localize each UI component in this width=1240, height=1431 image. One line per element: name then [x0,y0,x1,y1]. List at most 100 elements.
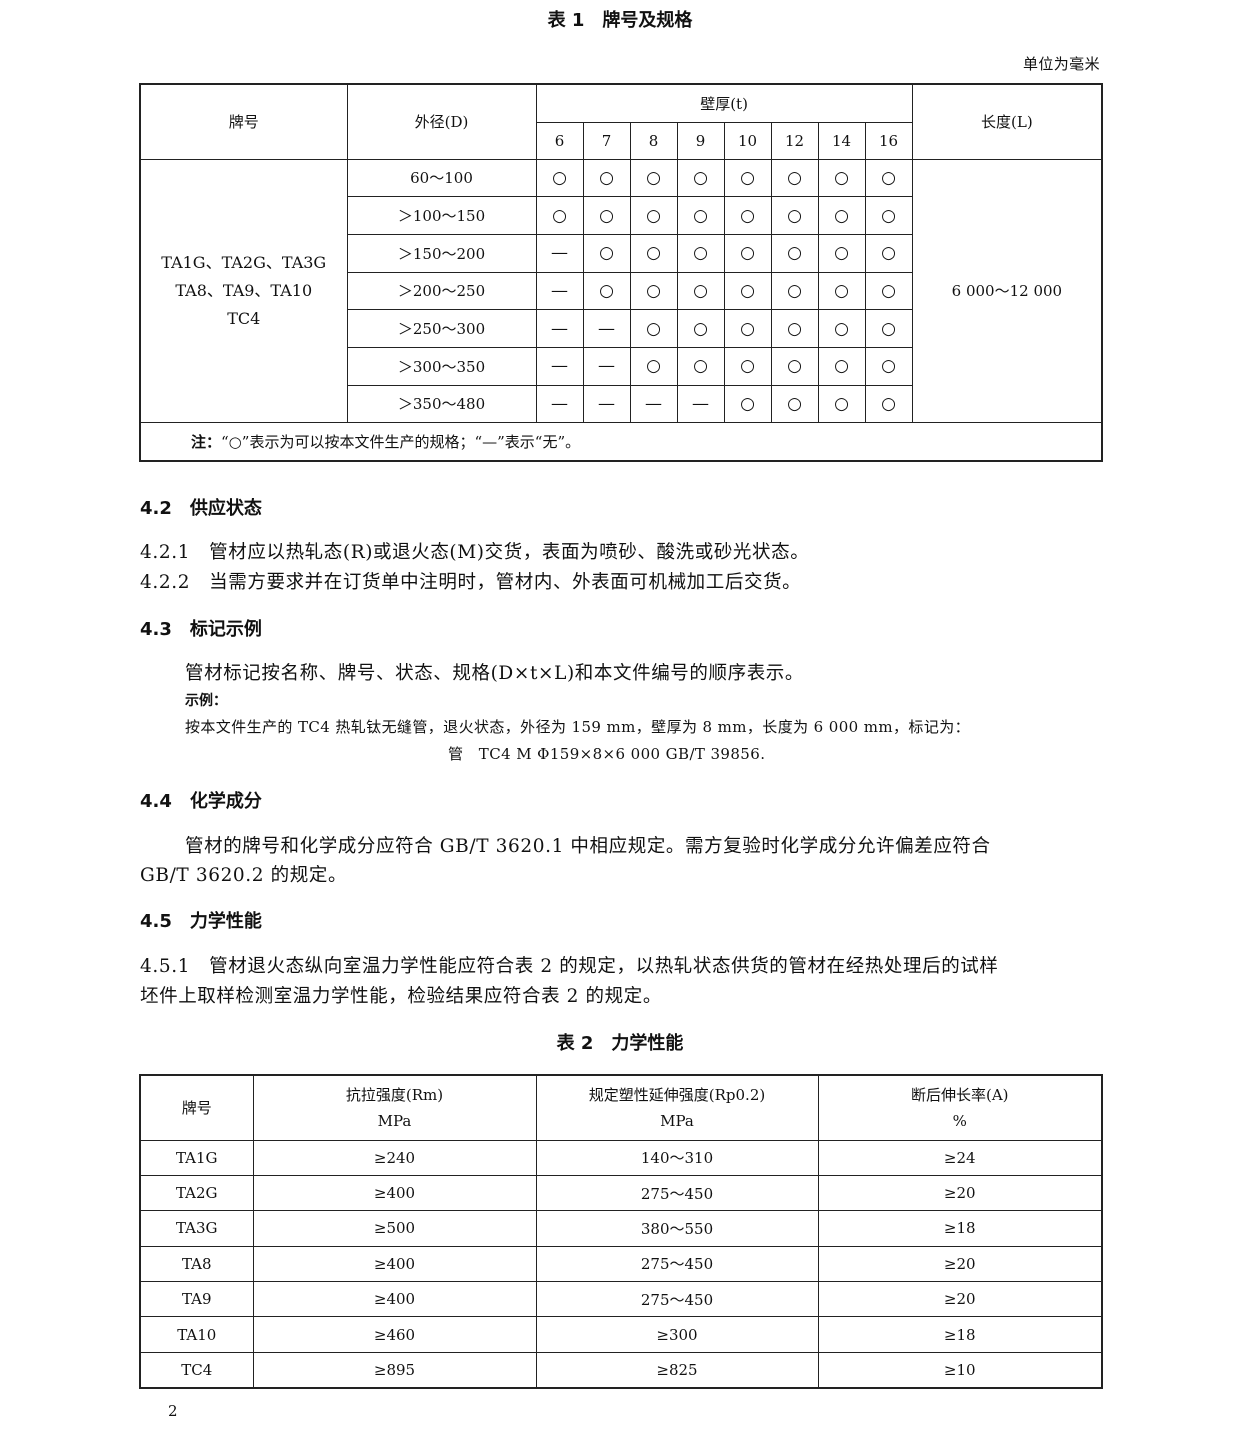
table-cell: ≥18 [817,1210,1103,1247]
table-row: ＞200～250— ○ ○ ○ ○ ○ ○ ○ [140,271,1102,311]
table-cell: TC4 [139,1351,254,1389]
table-cell: ≥18 [817,1316,1103,1353]
available-mark: ○ [864,384,913,424]
table-cell: TA9 [139,1281,254,1318]
available-mark: ○ [629,233,678,273]
available-mark: ○ [817,346,866,386]
available-mark: ○ [535,196,584,235]
table-cell: 140～310 [535,1139,819,1176]
wall-value: 8 [629,121,678,160]
table-cell: ≥240 [252,1139,537,1176]
available-mark: ○ [582,233,631,273]
available-mark: ○ [770,346,819,386]
available-mark: ○ [676,271,725,311]
grade-cell: TA1G、TA2G、TA3G TA8、TA9、TA10 TC4 [139,158,348,424]
od-cell: ＞200～250 [346,271,537,311]
unavailable-mark: — [535,346,584,386]
header-unit: % [952,1111,967,1130]
section-4-2-title: 4.2 供应状态 [140,498,262,519]
available-mark: ○ [770,196,819,235]
available-mark: ○ [582,271,631,311]
table-cell: TA8 [139,1245,254,1283]
table-cell: 275～450 [535,1245,819,1283]
available-mark: ○ [817,196,866,235]
header-label: 抗拉强度(Rm) [345,1085,444,1104]
available-mark: ○ [723,196,772,235]
available-mark: ○ [676,233,725,273]
table-cell: ≥500 [252,1210,537,1247]
table1: 牌号 外径(D) 壁厚(t) 长度(L) 6 7 8 9 10 12 14 16 TA1G、T… [139,83,1104,462]
available-mark: ○ [864,233,913,273]
table-cell: ≥400 [252,1174,537,1212]
available-mark: ○ [629,346,678,386]
available-mark: ○ [817,384,866,424]
note-cell: 注：“○”表示为可以按本文件生产的规格；“—”表示“无”。 [139,422,1103,462]
available-mark: ○ [770,233,819,273]
table-cell: ≥895 [252,1351,537,1389]
available-mark: ○ [817,233,866,273]
table1-title: 表 1 牌号及规格 [547,10,693,31]
para-4-2-2: 4.2.2 当需方要求并在订货单中注明时，管材内、外表面可机械加工后交货。 [140,572,802,593]
example-text: 按本文件生产的 TC4 热轧钛无缝管，退火状态，外径为 159 mm，壁厚为 8… [185,718,971,736]
para-4-5-1-line2: 坯件上取样检测室温力学性能，检验结果应符合表 2 的规定。 [140,986,662,1007]
table-row: TA3G ≥500 380～550 ≥18 [139,1210,1103,1247]
wall-value: 10 [723,121,772,160]
table-row: ＞350～480— — — — ○ ○ ○ ○ [140,384,1102,424]
grade-line: TC4 [227,308,261,328]
available-mark: ○ [864,309,913,348]
available-mark: ○ [864,346,913,386]
available-mark: ○ [723,158,772,198]
table-cell: 380～550 [535,1210,819,1247]
available-mark: ○ [676,346,725,386]
available-mark: ○ [629,158,678,198]
note-label: 注： [191,433,222,452]
od-cell: ＞150～200 [346,233,537,273]
grade-line: TA8、TA9、TA10 [175,280,313,300]
header-cell: 断后伸长率(A)% [817,1074,1103,1141]
para-4-3: 管材标记按名称、牌号、状态、规格(D×t×L)和本文件编号的顺序表示。 [185,663,804,684]
available-mark: ○ [864,196,913,235]
header-label: 断后伸长率(A) [910,1085,1009,1104]
table-cell: ≥20 [817,1174,1103,1212]
available-mark: ○ [864,158,913,198]
available-mark: ○ [676,309,725,348]
table-cell: ≥10 [817,1351,1103,1389]
header-label: 牌号 [181,1098,212,1117]
available-mark: ○ [770,309,819,348]
table-row: TA9 ≥400 275～450 ≥20 [139,1281,1103,1318]
header-cell: 规定塑性延伸强度(Rp0.2) MPa [535,1074,819,1141]
available-mark: ○ [723,384,772,424]
od-cell: ＞350～480 [346,384,537,424]
header-cell: 抗拉强度(Rm) MPa [252,1074,537,1141]
table-cell: ≥400 [252,1245,537,1283]
table-cell: ≥20 [817,1245,1103,1283]
table-row: ＞250～300— — ○ ○ ○ ○ ○ ○ [140,309,1102,348]
table2: 牌号 抗拉强度(Rm) MPa 规定塑性延伸强度(Rp0.2) MPa 断后伸长率(A)%… [139,1074,1103,1389]
available-mark: ○ [582,196,631,235]
available-mark: ○ [770,271,819,311]
unavailable-mark: — [535,233,584,273]
table-row: TA8 ≥400 275～450 ≥20 [139,1245,1103,1283]
available-mark: ○ [770,158,819,198]
available-mark: ○ [723,346,772,386]
table-row: ＞150～200— ○ ○ ○ ○ ○ ○ ○ [140,233,1102,273]
unavailable-mark: — [582,346,631,386]
available-mark: ○ [723,271,772,311]
para-4-4-line1: 管材的牌号和化学成分应符合 GB/T 3620.1 中相应规定。需方复验时化学成… [185,836,991,857]
header-grade: 牌号 [139,83,348,160]
note-text: “○”表示为可以按本文件生产的规格；“—”表示“无”。 [221,433,581,452]
table-cell: 275～450 [535,1281,819,1318]
table-cell: 275～450 [535,1174,819,1212]
available-mark: ○ [817,158,866,198]
example-marking: 管 TC4 M Φ159×8×6 000 GB/T 39856. [448,745,766,763]
header-length: 长度(L) [911,83,1103,160]
table-cell: ≥400 [252,1281,537,1318]
table1-unit: 单位为毫米 [1022,55,1100,73]
table-cell: TA10 [139,1316,254,1353]
para-4-4-line2: GB/T 3620.2 的规定。 [140,865,348,886]
available-mark: ○ [582,158,631,198]
available-mark: ○ [723,233,772,273]
table-cell: TA2G [139,1174,254,1212]
table-row: ＞100～150 ○ ○ ○ ○ ○ ○ ○ ○ [140,196,1102,235]
